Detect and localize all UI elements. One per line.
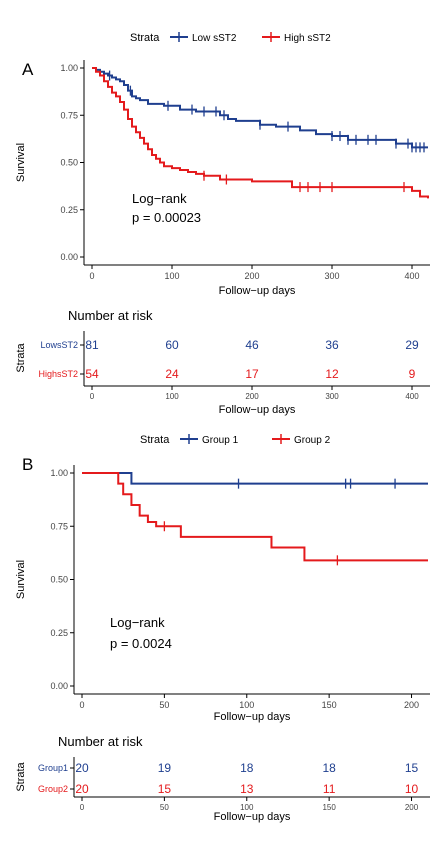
y-tick-label: 0.75 — [50, 521, 68, 531]
risk-count: 18 — [240, 761, 254, 775]
risk-table-title: Number at risk — [58, 734, 143, 749]
x-tick-label: 200 — [244, 271, 259, 281]
risk-count: 10 — [405, 782, 419, 796]
legend-label-2: Group 2 — [294, 435, 331, 446]
legend-label-2: High sST2 — [284, 33, 331, 44]
risk-count: 54 — [85, 367, 99, 381]
logrank-pvalue: p = 0.00023 — [132, 210, 201, 225]
x-tick-label: 300 — [324, 271, 339, 281]
risk-table-title: Number at risk — [68, 308, 153, 323]
series-line-1 — [92, 67, 428, 149]
x-tick-label: 100 — [164, 271, 179, 281]
y-tick-label: 1.00 — [50, 468, 68, 478]
x-tick-label: 100 — [239, 700, 254, 710]
risk-count: 9 — [409, 367, 416, 381]
legend-title: Strata — [130, 32, 160, 44]
series-line-2 — [92, 67, 429, 199]
panel-letter: A — [22, 60, 34, 79]
risk-count: 17 — [245, 367, 259, 381]
y-axis-label: Survival — [15, 143, 27, 182]
y-tick-label: 0.00 — [60, 252, 78, 262]
risk-strata-axis-label: Strata — [15, 761, 27, 791]
risk-count: 60 — [165, 338, 179, 352]
y-tick-label: 0.25 — [50, 628, 68, 638]
risk-row-label: Group1 — [38, 763, 68, 773]
y-axis-label: Survival — [15, 560, 27, 599]
risk-count: 15 — [158, 782, 172, 796]
y-tick-label: 0.50 — [60, 158, 78, 168]
risk-row-label: LowsST2 — [40, 340, 78, 350]
risk-x-tick-label: 100 — [165, 392, 179, 401]
y-tick-label: 0.00 — [50, 681, 68, 691]
risk-x-axis-label: Follow−up days — [214, 811, 291, 823]
panel-letter: B — [22, 455, 33, 474]
risk-count: 19 — [158, 761, 172, 775]
risk-count: 20 — [75, 782, 89, 796]
risk-x-tick-label: 0 — [80, 803, 85, 812]
risk-x-tick-label: 300 — [325, 392, 339, 401]
risk-count: 46 — [245, 338, 259, 352]
risk-count: 29 — [405, 338, 419, 352]
risk-count: 24 — [165, 367, 179, 381]
risk-strata-axis-label: Strata — [15, 342, 27, 372]
risk-x-axis-label: Follow−up days — [219, 404, 296, 416]
y-tick-label: 0.75 — [60, 110, 78, 120]
risk-count: 13 — [240, 782, 254, 796]
legend-label-1: Low sST2 — [192, 33, 237, 44]
legend-label-1: Group 1 — [202, 435, 239, 446]
risk-x-tick-label: 200 — [245, 392, 259, 401]
risk-row-label: HighsST2 — [38, 369, 78, 379]
x-tick-label: 50 — [159, 700, 169, 710]
legend-title: Strata — [140, 434, 170, 446]
risk-count: 18 — [322, 761, 336, 775]
logrank-pvalue: p = 0.0024 — [110, 636, 172, 651]
risk-row-label: Group2 — [38, 784, 68, 794]
y-tick-label: 0.25 — [60, 205, 78, 215]
series-line-1 — [82, 472, 428, 485]
risk-x-tick-label: 400 — [405, 392, 419, 401]
logrank-label: Log−rank — [110, 615, 165, 630]
risk-count: 20 — [75, 761, 89, 775]
risk-x-tick-label: 100 — [240, 803, 254, 812]
x-tick-label: 200 — [404, 700, 419, 710]
y-tick-label: 1.00 — [60, 63, 78, 73]
risk-count: 36 — [325, 338, 339, 352]
risk-count: 15 — [405, 761, 419, 775]
risk-x-tick-label: 50 — [160, 803, 169, 812]
x-tick-label: 0 — [79, 700, 84, 710]
x-axis-label: Follow−up days — [219, 285, 296, 297]
x-tick-label: 0 — [89, 271, 94, 281]
y-tick-label: 0.50 — [50, 575, 68, 585]
risk-count: 12 — [325, 367, 339, 381]
risk-x-tick-label: 200 — [405, 803, 419, 812]
logrank-label: Log−rank — [132, 191, 187, 206]
x-tick-label: 400 — [404, 271, 419, 281]
risk-x-tick-label: 150 — [322, 803, 336, 812]
risk-count: 81 — [85, 338, 99, 352]
x-axis-label: Follow−up days — [214, 711, 291, 723]
risk-x-tick-label: 0 — [90, 392, 95, 401]
series-line-2 — [82, 472, 428, 562]
x-tick-label: 150 — [322, 700, 337, 710]
risk-count: 11 — [323, 782, 336, 796]
